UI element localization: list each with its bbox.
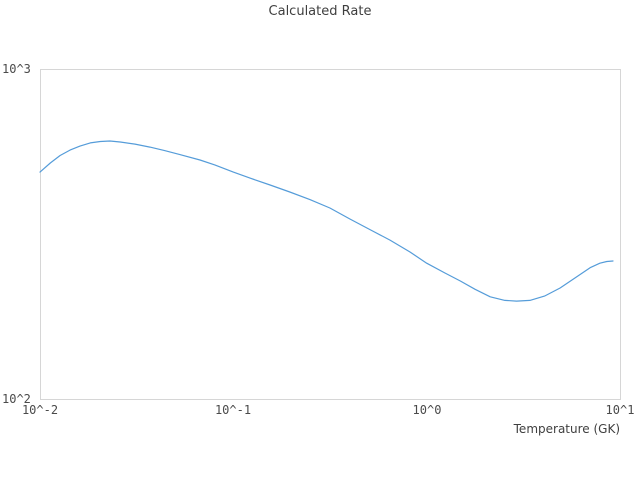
y-tick-10e2: 10^2 — [2, 392, 31, 406]
plot-frame — [40, 69, 621, 400]
x-axis-label: Temperature (GK) — [513, 422, 620, 436]
x-tick-10e0: 10^0 — [412, 403, 442, 417]
x-tick-10e-2: 10^-2 — [21, 403, 59, 417]
chart-title: Calculated Rate — [268, 4, 372, 19]
x-tick-10e1: 10^1 — [605, 403, 635, 417]
x-tick-10e-1: 10^-1 — [214, 403, 252, 417]
y-tick-10e3: 10^3 — [2, 62, 31, 76]
rate-curve — [39, 140, 614, 302]
